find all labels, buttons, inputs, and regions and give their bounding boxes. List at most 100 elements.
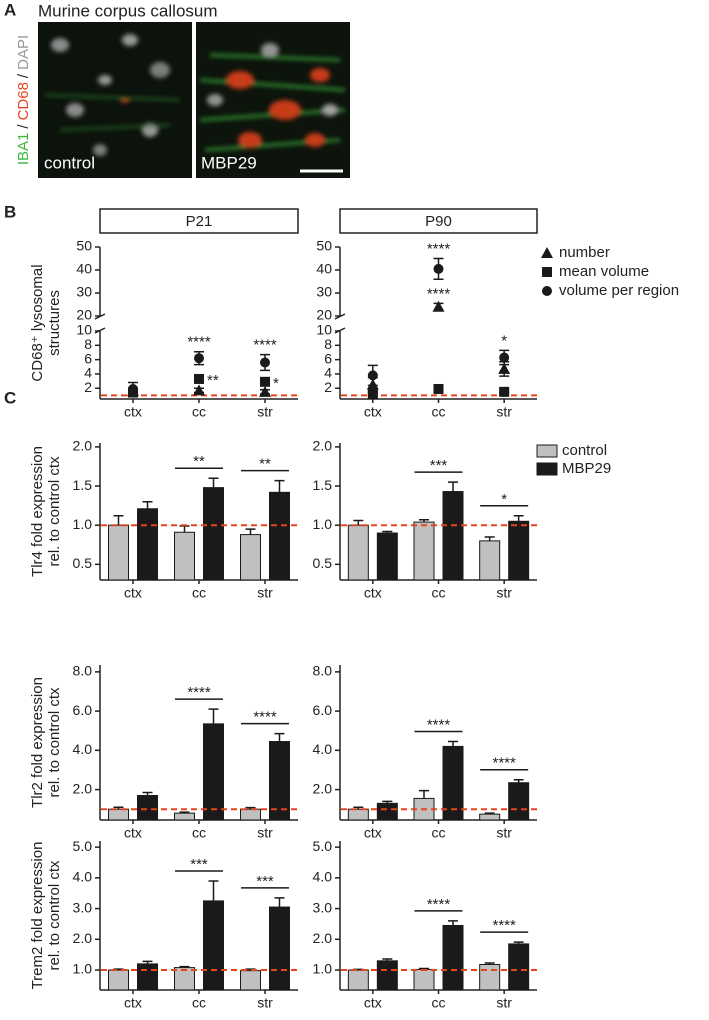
marker-circle <box>499 352 510 363</box>
significance: * <box>273 375 279 392</box>
y-tick-label: 20 <box>76 307 92 323</box>
y-tick-label: 1.5 <box>73 477 93 493</box>
bar <box>137 963 158 991</box>
facet-label: P90 <box>425 213 452 230</box>
bar <box>508 943 530 991</box>
error-bar <box>448 481 458 492</box>
x-tick-label: str <box>496 825 512 841</box>
y-tick-label: 6.0 <box>73 702 93 718</box>
image-label: MBP29 <box>201 153 257 172</box>
facet-box <box>339 208 538 234</box>
panel-label: C <box>4 388 16 407</box>
y-tick-label: 2.0 <box>73 930 93 946</box>
x-tick-label: ctx <box>364 995 382 1011</box>
micrograph-control <box>38 22 192 178</box>
bar <box>479 813 501 821</box>
marker-square <box>367 388 378 399</box>
y-tick-label: 5.0 <box>73 838 93 854</box>
bar <box>203 487 224 581</box>
y-tick-label: 1.0 <box>313 516 333 532</box>
x-tick-label: str <box>257 995 273 1011</box>
stain-iba1: IBA1 <box>15 133 32 166</box>
x-tick-label: str <box>496 404 512 420</box>
bar <box>442 745 464 821</box>
marker-circle <box>433 263 444 274</box>
x-tick-label: cc <box>432 404 446 420</box>
y-tick-label: 40 <box>316 261 332 277</box>
legend-swatch <box>536 462 558 476</box>
bar <box>137 794 158 821</box>
error-bar <box>245 528 256 535</box>
y-tick-label: 4.0 <box>313 741 333 757</box>
x-tick-label: cc <box>432 585 446 601</box>
bar <box>347 524 369 581</box>
bar <box>479 540 501 581</box>
y-axis-label: Tlr2 fold expression <box>29 677 46 808</box>
x-tick-label: str <box>496 585 512 601</box>
y-tick-label: 8 <box>84 336 92 352</box>
x-tick-label: ctx <box>124 404 142 420</box>
bar <box>269 741 290 821</box>
marker-triangle <box>498 362 511 374</box>
significance: **** <box>187 684 211 701</box>
y-tick-label: 6 <box>84 350 92 366</box>
y-axis-label: Trem2 fold expression <box>29 842 46 990</box>
y-tick-label: 1.0 <box>73 516 93 532</box>
y-tick-label: 10 <box>76 322 92 338</box>
y-tick-label: 10 <box>316 322 332 338</box>
error-bar <box>448 920 458 926</box>
bar <box>442 491 464 581</box>
marker-square <box>542 267 552 277</box>
legend-label: number <box>559 244 610 261</box>
y-tick-label: 3.0 <box>73 899 93 915</box>
error-bar <box>179 525 190 533</box>
y-tick-label: 1.0 <box>73 961 93 977</box>
bar <box>108 808 129 821</box>
marker-triangle <box>432 300 445 312</box>
significance: ** <box>259 456 271 473</box>
error-bar <box>353 519 364 526</box>
separator: / <box>15 124 32 129</box>
y-axis-label: CD68⁺ lysosomal <box>29 264 46 381</box>
y-tick-label: 2.0 <box>313 930 333 946</box>
x-tick-label: cc <box>432 995 446 1011</box>
significance: **** <box>492 917 516 934</box>
error-bar <box>484 536 495 541</box>
bar <box>508 520 530 581</box>
micrograph-mbp29 <box>196 22 350 178</box>
x-tick-label: ctx <box>124 995 142 1011</box>
bar <box>108 969 129 991</box>
stain-dapi: DAPI <box>15 35 32 70</box>
y-tick-label: 30 <box>76 284 92 300</box>
marker-square <box>499 386 510 397</box>
significance: **** <box>253 337 277 354</box>
bar <box>108 524 129 581</box>
y-tick-label: 3.0 <box>313 899 333 915</box>
y-tick-label: 8.0 <box>313 663 333 679</box>
significance: *** <box>256 873 274 890</box>
significance: **** <box>492 755 516 772</box>
y-tick-label: 4.0 <box>313 869 333 885</box>
bar <box>347 808 369 821</box>
y-tick-label: 2.0 <box>313 780 333 796</box>
bar <box>174 531 195 581</box>
error-bar <box>448 740 458 747</box>
y-tick-label: 0.5 <box>73 555 93 571</box>
legend-label: MBP29 <box>562 460 611 477</box>
panel-a-title: Murine corpus callosum <box>38 1 218 20</box>
y-tick-label: 4.0 <box>73 869 93 885</box>
y-tick-label: 4.0 <box>73 741 93 757</box>
bar <box>479 964 501 991</box>
marker-triangle <box>259 385 271 397</box>
legend-label: control <box>562 442 607 459</box>
y-tick-label: 1.5 <box>313 477 333 493</box>
error-bar <box>274 897 285 908</box>
facet-label: P21 <box>186 213 213 230</box>
y-tick-label: 2 <box>84 379 92 395</box>
y-tick-label: 2.0 <box>73 438 93 454</box>
marker-circle <box>367 370 378 381</box>
y-tick-label: 2.0 <box>73 780 93 796</box>
panel-label: A <box>4 0 16 19</box>
y-tick-label: 2.0 <box>313 438 333 454</box>
